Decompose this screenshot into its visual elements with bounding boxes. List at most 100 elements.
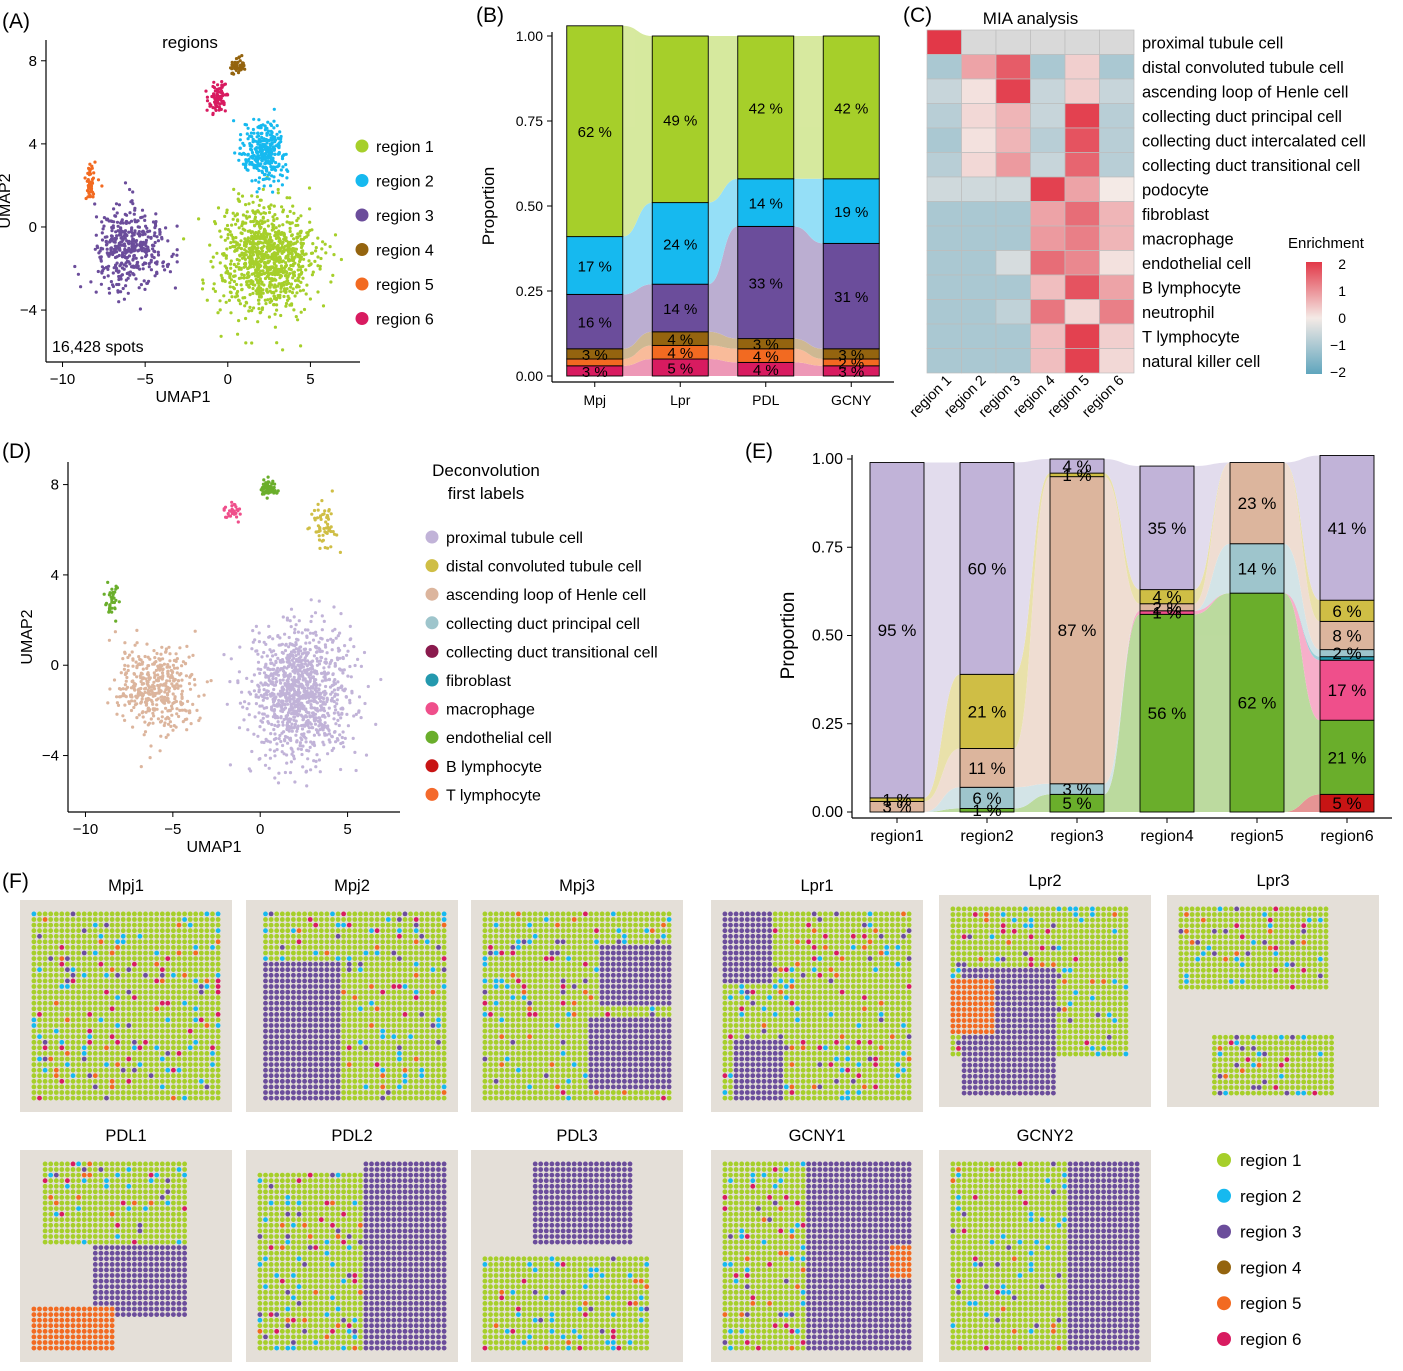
tissue-spot (165, 967, 171, 973)
tissue-spot (92, 967, 98, 973)
tissue-spot (210, 967, 215, 973)
tissue-spot (187, 1023, 193, 1028)
tissue-spot (104, 1006, 109, 1012)
data-point (318, 716, 322, 720)
tissue-spot (215, 945, 221, 950)
data-point (272, 175, 276, 179)
tissue-spot (53, 928, 59, 934)
tissue-spot (76, 1039, 81, 1045)
data-point (307, 186, 312, 190)
data-point (280, 642, 284, 646)
tissue-spot (70, 1028, 76, 1034)
data-point (178, 673, 182, 677)
tissue-spot (154, 1012, 160, 1017)
tissue-spot (187, 956, 193, 961)
data-point (143, 218, 147, 222)
data-point (221, 83, 225, 88)
tissue-spot (182, 956, 188, 961)
tissue-spot (165, 1012, 171, 1017)
data-point (333, 692, 337, 696)
tissue-spot (198, 1012, 204, 1017)
tissue-spot (182, 1012, 188, 1017)
data-point (322, 743, 326, 747)
tissue-spot (115, 950, 120, 956)
data-point (349, 637, 353, 641)
data-point (267, 624, 271, 629)
tissue-spot (87, 928, 93, 934)
tissue-spot (81, 950, 87, 956)
data-point (245, 707, 249, 711)
data-point (241, 162, 245, 166)
legend-label: region 6 (376, 312, 434, 329)
data-point (294, 733, 298, 737)
data-point (123, 236, 127, 240)
data-point (321, 702, 325, 706)
tissue-spot (154, 984, 160, 989)
tissue-spot (132, 1045, 137, 1051)
data-point (226, 511, 230, 516)
tissue-spot (182, 1062, 188, 1067)
data-point (123, 181, 128, 185)
data-point (212, 92, 216, 96)
tissue-spot (143, 1028, 148, 1034)
data-label: 31 % (834, 289, 868, 306)
data-point (327, 738, 331, 742)
data-point (281, 615, 285, 619)
tissue-spot (65, 939, 70, 945)
tissue-spot (176, 1034, 182, 1040)
data-point (299, 310, 303, 314)
tissue-spot (98, 1045, 104, 1051)
data-point (269, 707, 274, 711)
data-label: 4 % (667, 332, 693, 349)
tissue-spot (76, 933, 81, 939)
tissue-spot (204, 917, 210, 922)
data-point (295, 291, 299, 295)
tissue-spot (37, 967, 42, 973)
data-point (220, 80, 224, 84)
tissue-spot (193, 1006, 199, 1012)
tissue-spot (48, 1000, 54, 1006)
tissue-spot (104, 1034, 109, 1040)
data-point (137, 248, 141, 252)
tissue-spot (210, 956, 215, 961)
heatmap-cell (926, 29, 962, 55)
data-point (330, 699, 334, 703)
tissue-spot (115, 961, 120, 967)
tissue-spot (148, 989, 154, 995)
data-point (296, 688, 301, 692)
tissue-spot (165, 928, 171, 934)
data-point (231, 217, 235, 221)
data-point (296, 232, 300, 236)
data-point (320, 708, 325, 712)
legend-swatch (425, 702, 439, 716)
data-point (237, 670, 241, 674)
data-point (317, 538, 322, 542)
tissue-spot (65, 1051, 70, 1056)
tissue-spot (171, 933, 176, 939)
tissue-spot (137, 1056, 143, 1062)
data-point (244, 249, 248, 253)
data-point (304, 770, 308, 774)
data-point (254, 247, 258, 251)
tissue-spot (132, 967, 137, 973)
tissue-spot (154, 956, 160, 961)
data-point (267, 676, 271, 680)
data-point (313, 692, 317, 696)
data-point (121, 657, 125, 661)
data-point (113, 240, 117, 244)
data-point (263, 237, 267, 241)
data-point (117, 243, 121, 247)
tissue-spot (159, 1039, 165, 1045)
tissue-spot (193, 939, 199, 945)
tissue-spot (215, 961, 221, 967)
data-point (173, 697, 177, 701)
data-point (162, 662, 166, 666)
data-point (141, 715, 145, 719)
tissue-spot (210, 995, 215, 1000)
data-point (261, 216, 265, 220)
data-point (323, 678, 327, 682)
tissue-spot (31, 917, 37, 922)
tissue-spot (48, 911, 54, 917)
tissue-spot (143, 989, 148, 995)
tissue-spot (120, 1023, 126, 1028)
